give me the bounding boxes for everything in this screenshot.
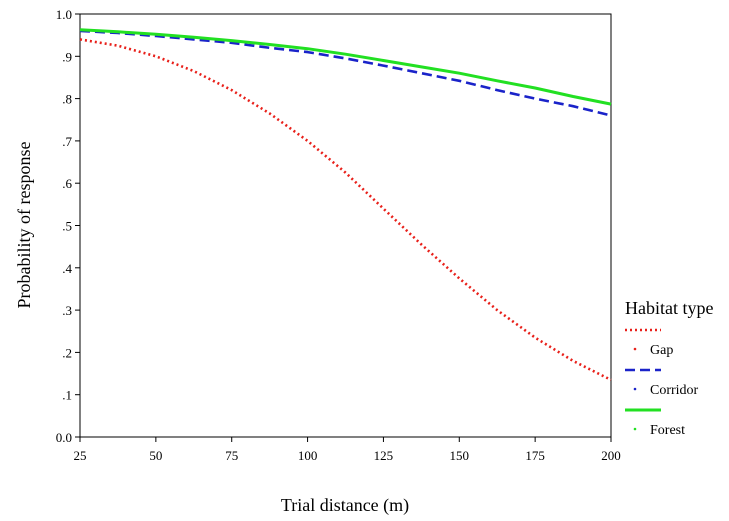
y-tick-label: .5: [62, 219, 72, 234]
y-tick-label: .7: [62, 134, 72, 149]
legend-label-corridor: Corridor: [650, 383, 699, 398]
x-tick-label: 175: [525, 448, 545, 463]
x-tick-label: 75: [225, 448, 238, 463]
legend-title: Habitat type: [625, 298, 713, 318]
x-tick-label: 50: [149, 448, 162, 463]
x-tick-label: 100: [298, 448, 318, 463]
y-tick-label: .3: [62, 303, 72, 318]
y-tick-label: .1: [62, 388, 72, 403]
x-axis-title: Trial distance (m): [281, 495, 409, 516]
legend-items: Gap Corridor Forest: [625, 328, 699, 438]
series-line-gap: [79, 38, 612, 382]
series-line-forest: [79, 28, 612, 106]
x-axis-ticks: 25 50 75 100 125 150 175 200: [74, 437, 621, 463]
x-tick-label: 125: [374, 448, 394, 463]
y-axis-ticks: 0.0 .1 .2 .3 .4 .5 .6 .7 .8 .9 1.0: [56, 7, 80, 445]
plot-frame: [79, 13, 612, 438]
legend-marker-corridor: [633, 387, 637, 391]
y-tick-label: .9: [62, 49, 72, 64]
y-axis-title: Probability of response: [14, 142, 34, 309]
x-tick-label: 150: [450, 448, 470, 463]
legend-label-forest: Forest: [650, 423, 685, 438]
x-tick-label: 200: [601, 448, 621, 463]
y-tick-label: .4: [62, 261, 72, 276]
legend-label-gap: Gap: [650, 343, 673, 358]
y-tick-label: .2: [62, 345, 72, 360]
legend-marker-forest: [633, 427, 637, 431]
y-tick-label: 0.0: [56, 430, 72, 445]
y-tick-label: 1.0: [56, 7, 72, 22]
y-tick-label: .8: [62, 92, 72, 107]
series-line-corridor: [79, 29, 612, 117]
y-tick-label: .6: [62, 176, 72, 191]
series-lines: [79, 28, 612, 382]
legend-marker-gap: [633, 347, 637, 351]
x-tick-label: 25: [74, 448, 87, 463]
legend: Habitat type Gap Corridor Forest: [625, 298, 713, 438]
